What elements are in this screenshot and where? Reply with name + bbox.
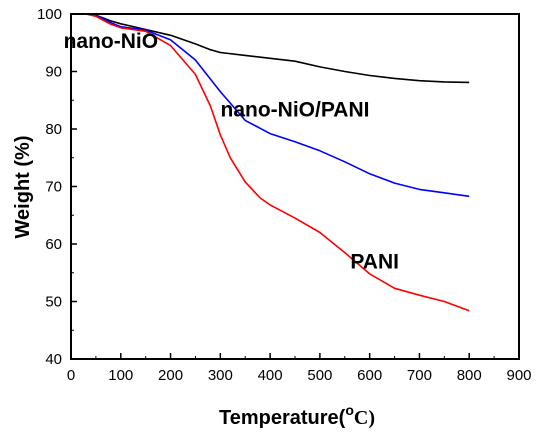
series-line-pani [85, 13, 470, 312]
x-axis-title-superscript: o [345, 402, 354, 418]
x-tick-label: 500 [307, 367, 332, 384]
x-tick-label: 300 [208, 367, 233, 384]
x-axis-title: Temperature(oC) [219, 402, 375, 429]
y-axis-ticks: 40 50 60 70 80 90 100 [37, 6, 77, 368]
x-axis-ticks: 0 100 200 300 400 500 600 700 800 900 [67, 353, 532, 384]
y-tick-label: 90 [45, 64, 62, 81]
x-axis-title-text: Temperature( [219, 407, 346, 429]
y-tick-label: 80 [45, 121, 62, 138]
series-lines [85, 13, 470, 312]
x-tick-label: 600 [357, 367, 382, 384]
x-axis-title-unit: C) [354, 407, 375, 429]
x-tick-label: 700 [407, 367, 432, 384]
y-tick-label: 40 [45, 351, 62, 368]
y-tick-label: 50 [45, 294, 62, 311]
y-axis-title: Weight (%) [12, 136, 34, 239]
series-line-nano-nio [85, 13, 470, 84]
x-tick-label: 100 [108, 367, 133, 384]
x-tick-label: 400 [258, 367, 283, 384]
x-tick-label: 200 [158, 367, 183, 384]
series-line-nano-nio-pani [85, 13, 470, 198]
series-label: PANI [350, 251, 399, 274]
plot-frame [70, 13, 520, 360]
y-tick-label: 60 [45, 236, 62, 253]
series-labels: nano-NiO nano-NiO/PANI PANI [64, 30, 399, 274]
x-tick-label: 900 [506, 367, 531, 384]
series-label: nano-NiO/PANI [221, 98, 370, 121]
y-tick-label: 100 [37, 6, 62, 23]
x-tick-label: 0 [67, 367, 75, 384]
y-tick-label: 70 [45, 179, 62, 196]
x-tick-label: 800 [457, 367, 482, 384]
series-label: nano-NiO [64, 30, 159, 53]
